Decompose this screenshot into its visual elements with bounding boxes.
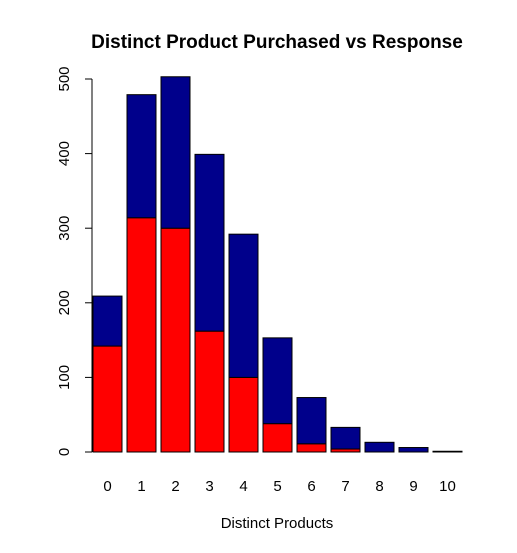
x-tick-label: 7 xyxy=(341,478,349,495)
chart-title: Distinct Product Purchased vs Response xyxy=(91,32,463,53)
x-axis-label: Distinct Products xyxy=(221,515,334,532)
bar-3-segment-1 xyxy=(194,330,225,453)
y-tick-label: 300 xyxy=(56,216,73,241)
y-tick-label: 400 xyxy=(56,141,73,166)
bar-6-segment-1 xyxy=(296,443,327,453)
y-tick-label: 500 xyxy=(56,66,73,91)
y-tick-label: 0 xyxy=(56,448,73,456)
bar-7-segment-2 xyxy=(330,426,361,450)
y-tick-label: 100 xyxy=(56,365,73,390)
bar-9-segment-2 xyxy=(398,447,429,453)
x-tick-label: 9 xyxy=(409,478,417,495)
x-axis-ticks: 0 1 2 3 4 5 6 7 8 9 10 xyxy=(103,478,456,495)
bar-4-segment-1 xyxy=(228,376,259,453)
x-tick-label: 5 xyxy=(273,478,281,495)
x-tick-label: 6 xyxy=(307,478,315,495)
x-tick-label: 8 xyxy=(375,478,383,495)
y-tick-label: 200 xyxy=(56,290,73,315)
bar-4-segment-2 xyxy=(228,233,259,378)
x-tick-label: 10 xyxy=(439,478,456,495)
x-tick-label: 0 xyxy=(103,478,111,495)
bars xyxy=(92,76,463,453)
x-tick-label: 3 xyxy=(205,478,213,495)
bar-5-segment-1 xyxy=(262,423,293,453)
bar-1-segment-2 xyxy=(126,94,157,219)
bar-0-segment-2 xyxy=(92,295,123,347)
bar-2-segment-2 xyxy=(160,76,191,229)
bar-5-segment-2 xyxy=(262,337,293,425)
bar-10-segment-2 xyxy=(432,450,463,453)
x-tick-label: 4 xyxy=(239,478,247,495)
y-axis: 0 100 200 300 400 500 xyxy=(56,66,93,456)
x-tick-label: 1 xyxy=(137,478,145,495)
bar-8-segment-2 xyxy=(364,441,395,453)
bar-2-segment-1 xyxy=(160,227,191,453)
bar-6-segment-2 xyxy=(296,397,327,445)
bar-3-segment-2 xyxy=(194,153,225,332)
bar-1-segment-1 xyxy=(126,217,157,453)
bar-0-segment-1 xyxy=(92,345,123,453)
x-tick-label: 2 xyxy=(171,478,179,495)
